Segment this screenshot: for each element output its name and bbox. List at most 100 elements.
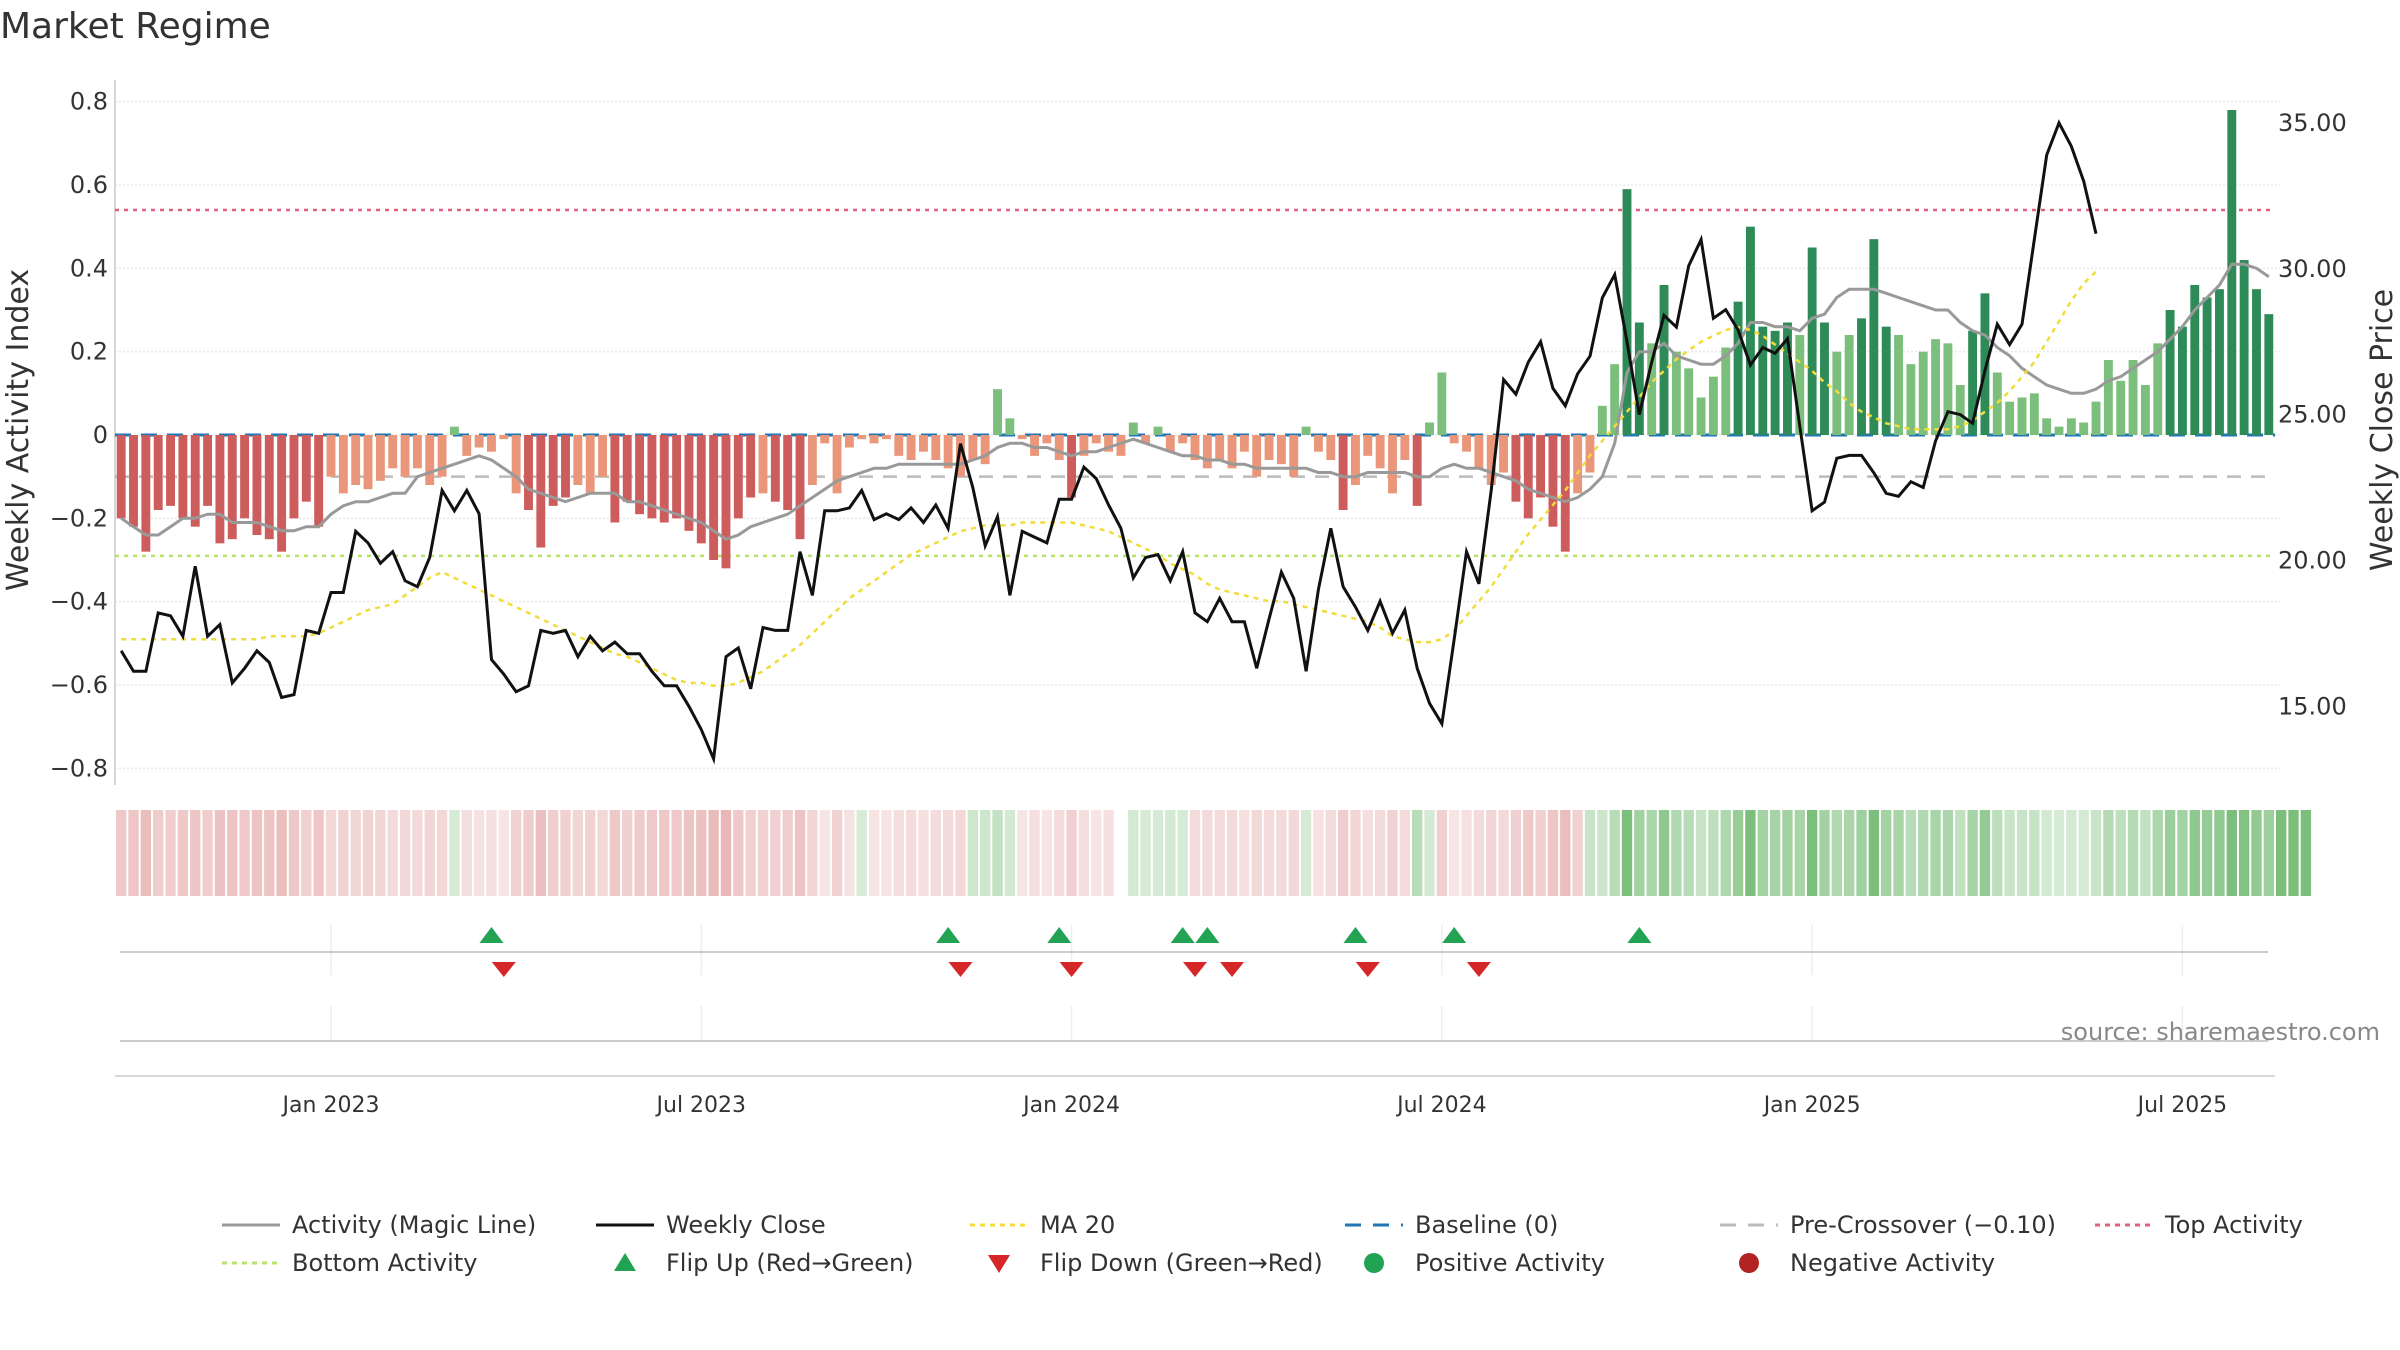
activity-bar bbox=[1807, 247, 1817, 435]
regime-segment bbox=[1041, 810, 1053, 896]
regime-segment bbox=[1313, 810, 1324, 896]
regime-segment bbox=[2004, 810, 2015, 896]
regime-segment bbox=[2201, 810, 2213, 896]
activity-bar bbox=[2140, 385, 2150, 435]
regime-segment bbox=[1794, 810, 1805, 896]
regime-segment bbox=[683, 810, 695, 896]
activity-bar bbox=[1474, 435, 1484, 469]
activity-bar bbox=[1857, 318, 1866, 435]
legend-label: Negative Activity bbox=[1790, 1249, 1995, 1277]
regime-segment bbox=[1004, 810, 1016, 896]
regime-segment bbox=[1634, 810, 1645, 896]
activity-bar bbox=[264, 435, 274, 540]
activity-bar bbox=[1301, 426, 1311, 435]
regime-segment bbox=[1782, 810, 1793, 896]
regime-segment bbox=[1658, 810, 1670, 896]
regime-segment bbox=[844, 810, 855, 896]
activity-bar bbox=[1202, 435, 1212, 469]
regime-segment bbox=[1214, 810, 1225, 896]
regime-segment bbox=[473, 810, 485, 896]
regime-segment bbox=[140, 810, 152, 896]
activity-bar bbox=[1968, 330, 1978, 435]
activity-bar bbox=[894, 435, 904, 456]
legend-flip-down-icon bbox=[988, 1255, 1010, 1273]
regime-segment bbox=[436, 810, 448, 896]
activity-bar bbox=[2054, 426, 2064, 435]
magic-line-series bbox=[120, 262, 2270, 541]
activity-bar bbox=[1141, 435, 1151, 444]
regime-segment bbox=[461, 810, 472, 896]
regime-segment bbox=[2288, 810, 2299, 896]
activity-bar bbox=[770, 435, 780, 502]
regime-segment bbox=[264, 810, 275, 896]
y-right-tick-label: 35.00 bbox=[2278, 109, 2347, 137]
regime-segment bbox=[547, 810, 559, 896]
activity-bar bbox=[1486, 435, 1496, 485]
activity-bar bbox=[2128, 360, 2138, 435]
regime-segment bbox=[1152, 810, 1164, 896]
x-axis: Jan 2023 Jul 2023 Jan 2024 Jul 2024 Jan 2025… bbox=[115, 1075, 2275, 1118]
x-tick-label: Jul 2025 bbox=[2136, 1093, 2228, 1118]
regime-segment bbox=[2275, 810, 2287, 896]
regime-segment bbox=[2041, 810, 2052, 896]
flip-down-marker bbox=[1355, 962, 1380, 977]
activity-bar bbox=[1610, 364, 1620, 435]
regime-segment bbox=[2189, 810, 2200, 896]
regime-segment bbox=[1560, 810, 1571, 896]
activity-bar bbox=[1252, 435, 1262, 477]
activity-bars bbox=[116, 110, 2274, 569]
regime-segment bbox=[1449, 810, 1460, 896]
regime-segment bbox=[2115, 810, 2126, 896]
regime-segment bbox=[2300, 810, 2312, 896]
activity-bar bbox=[1289, 435, 1299, 477]
regime-segment bbox=[1387, 810, 1398, 896]
activity-bar bbox=[1091, 435, 1101, 444]
activity-bar bbox=[561, 435, 570, 498]
activity-bar bbox=[1869, 239, 1879, 435]
activity-bar bbox=[1647, 343, 1657, 435]
regime-segment bbox=[338, 810, 349, 896]
regime-segment bbox=[251, 810, 263, 896]
regime-segment bbox=[1486, 810, 1497, 896]
flip-up-marker bbox=[1170, 927, 1195, 943]
activity-bar bbox=[1721, 347, 1731, 435]
activity-bar bbox=[1388, 435, 1397, 494]
regime-segment bbox=[1942, 810, 1954, 896]
regime-strip bbox=[115, 810, 2312, 896]
activity-bar bbox=[1511, 435, 1521, 502]
activity-bar bbox=[2079, 422, 2089, 435]
activity-bar bbox=[1375, 435, 1385, 469]
activity-bar bbox=[733, 435, 743, 519]
y-left-tick-label: 0 bbox=[93, 421, 108, 449]
regime-segment bbox=[646, 810, 658, 896]
flip-down-marker bbox=[1059, 962, 1084, 977]
activity-bar bbox=[1054, 435, 1064, 460]
activity-bar bbox=[425, 435, 435, 485]
activity-bar bbox=[919, 435, 928, 452]
regime-segment bbox=[1572, 810, 1583, 896]
activity-bar bbox=[1906, 364, 1916, 435]
regime-segment bbox=[1202, 810, 1213, 896]
activity-bar bbox=[474, 435, 484, 448]
activity-bar bbox=[1943, 343, 1953, 435]
regime-segment bbox=[585, 810, 596, 896]
legend-label: Positive Activity bbox=[1415, 1249, 1605, 1277]
activity-bar bbox=[289, 435, 299, 519]
regime-segment bbox=[905, 810, 917, 896]
legend-label: Flip Up (Red→Green) bbox=[666, 1249, 914, 1277]
regime-segment bbox=[1189, 810, 1201, 896]
regime-segment bbox=[1226, 810, 1238, 896]
regime-segment bbox=[1597, 810, 1608, 896]
flip-up-marker bbox=[1442, 927, 1467, 943]
activity-bar bbox=[1671, 351, 1681, 435]
activity-bar bbox=[1745, 226, 1755, 435]
activity-bar bbox=[437, 435, 447, 477]
activity-bar bbox=[869, 435, 879, 444]
regime-segment bbox=[325, 810, 337, 896]
regime-segment bbox=[967, 810, 979, 896]
x-tick-label: Jan 2025 bbox=[1762, 1093, 1861, 1118]
activity-bar bbox=[2215, 289, 2224, 435]
activity-bar bbox=[709, 435, 719, 560]
legend-label: Baseline (0) bbox=[1415, 1211, 1558, 1239]
